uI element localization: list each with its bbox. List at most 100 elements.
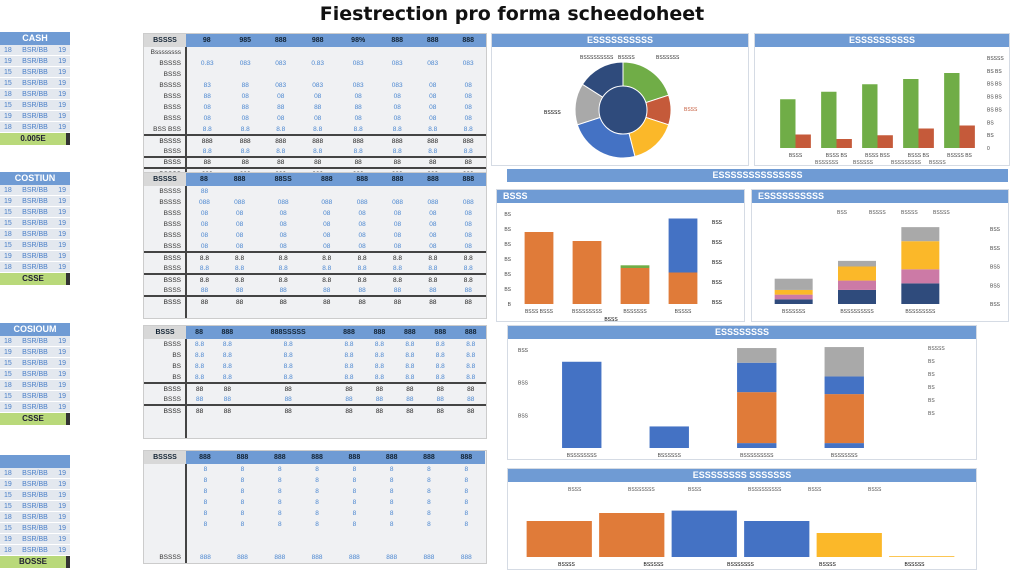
table-cell[interactable]: 88 (333, 382, 365, 394)
table-cell[interactable]: 08 (393, 221, 402, 228)
table-cell[interactable]: 083 (352, 60, 364, 67)
table-cell[interactable] (298, 530, 335, 541)
table-cell[interactable]: BSSS (144, 295, 187, 307)
table-cell[interactable] (344, 186, 379, 197)
table-cell[interactable]: 8.8 (466, 352, 476, 359)
table-cell[interactable]: 08 (429, 210, 437, 217)
table-cell[interactable]: 8 (315, 477, 319, 484)
table-cell[interactable]: 8 (389, 521, 394, 528)
table-cell[interactable] (410, 530, 447, 541)
table-cell[interactable]: 88 (242, 404, 334, 416)
table-cell[interactable]: 8.8 (466, 363, 476, 370)
table-cell[interactable]: 08 (358, 221, 366, 228)
table-cell[interactable]: 08 (279, 221, 287, 228)
table-cell[interactable]: 88 (379, 295, 416, 307)
table-cell[interactable] (415, 47, 451, 58)
table-cell[interactable]: 08 (464, 232, 472, 239)
table-cell[interactable]: 088 (321, 199, 333, 206)
table-cell[interactable]: 08 (393, 115, 401, 122)
table-cell[interactable]: 88 (284, 395, 292, 403)
table-cell[interactable]: 8.8 (463, 125, 473, 133)
table-cell[interactable]: 8 (389, 488, 394, 495)
table-cell[interactable]: 8 (277, 466, 282, 473)
table-cell[interactable]: 88 (455, 382, 486, 394)
table-cell[interactable]: 08 (314, 115, 322, 122)
table-cell[interactable]: 08 (354, 115, 362, 122)
table-cell[interactable]: 08 (393, 210, 402, 217)
table-cell[interactable]: 08 (277, 93, 285, 100)
table-cell[interactable] (261, 530, 298, 541)
table-cell[interactable]: 08 (314, 93, 322, 100)
table-cell[interactable]: 88 (425, 382, 456, 394)
table-cell[interactable] (380, 307, 415, 318)
table-cell[interactable]: 88 (223, 395, 231, 403)
table-cell[interactable]: 08 (277, 115, 285, 122)
table-cell[interactable]: 8.8 (344, 251, 380, 263)
table-cell[interactable]: 08 (429, 104, 437, 111)
table-cell[interactable]: 8 (352, 510, 357, 517)
table-cell[interactable]: 08 (393, 232, 402, 239)
table-cell[interactable]: 88 (212, 404, 243, 416)
table-cell[interactable]: 88 (467, 395, 475, 403)
table-cell[interactable]: 88 (425, 404, 456, 416)
table-cell[interactable]: 8.8 (322, 264, 332, 272)
table-cell[interactable] (455, 427, 486, 438)
table-cell[interactable]: 8 (203, 510, 208, 517)
table-cell[interactable]: 88 (262, 156, 299, 168)
table-cell[interactable] (336, 530, 373, 541)
table-cell[interactable]: 8.8 (428, 125, 438, 133)
table-cell[interactable]: 08 (323, 210, 331, 217)
table-cell[interactable] (298, 541, 335, 552)
table-cell[interactable] (224, 530, 261, 541)
table-cell[interactable] (451, 186, 486, 197)
table-cell[interactable]: 88 (393, 286, 402, 294)
table-cell[interactable] (144, 475, 187, 486)
table-cell[interactable]: 08 (323, 221, 331, 228)
table-cell[interactable]: 0.83 (200, 60, 214, 67)
table-cell[interactable]: BSSSS (144, 134, 187, 146)
table-cell[interactable]: 8.8 (405, 352, 415, 359)
table-cell[interactable]: 8.8 (466, 373, 476, 381)
table-cell[interactable]: 8.8 (463, 264, 473, 272)
table-cell[interactable]: 8 (427, 521, 431, 528)
table-cell[interactable]: 8.8 (435, 373, 445, 381)
table-cell[interactable]: 888 (311, 554, 323, 561)
table-cell[interactable]: 083 (427, 60, 439, 67)
table-cell[interactable]: 8 (389, 510, 394, 517)
table-cell[interactable]: 8.8 (353, 147, 363, 155)
table-cell[interactable]: 8.8 (195, 352, 205, 359)
table-cell[interactable]: 888 (227, 134, 263, 146)
table-cell[interactable]: 8 (277, 477, 282, 484)
table-cell[interactable]: 8 (315, 488, 319, 495)
table-cell[interactable]: 088 (356, 199, 368, 206)
table-cell[interactable] (224, 541, 261, 552)
table-cell[interactable]: 08 (464, 104, 472, 111)
table-cell[interactable]: BS (144, 350, 187, 361)
table-cell[interactable] (212, 416, 242, 427)
table-cell[interactable]: 08 (358, 210, 366, 217)
table-cell[interactable] (144, 427, 187, 438)
table-cell[interactable]: 88 (186, 382, 213, 394)
table-cell[interactable]: 8.8 (450, 251, 486, 263)
table-cell[interactable]: 888 (186, 134, 228, 146)
table-cell[interactable] (257, 307, 309, 318)
table-cell[interactable]: 8.8 (257, 251, 310, 263)
table-cell[interactable]: BSSSS (144, 197, 187, 208)
table-cell[interactable] (222, 307, 257, 318)
table-cell[interactable]: 8 (427, 488, 431, 495)
table-cell[interactable]: 08 (429, 115, 437, 122)
table-cell[interactable]: 083 (275, 82, 287, 89)
table-cell[interactable]: 8 (427, 510, 431, 517)
table-cell[interactable]: 8.8 (186, 251, 222, 263)
table-cell[interactable]: 88 (277, 104, 285, 111)
table-cell[interactable]: 8.8 (195, 373, 205, 381)
table-cell[interactable]: 8 (277, 521, 282, 528)
table-cell[interactable]: 0.83 (311, 60, 325, 67)
table-cell[interactable]: 8 (389, 499, 394, 506)
table-cell[interactable]: 8.8 (374, 363, 384, 370)
table-cell[interactable] (334, 416, 364, 427)
table-cell[interactable]: 8.8 (344, 341, 354, 348)
table-cell[interactable]: 88 (221, 295, 258, 307)
table-cell[interactable]: 8 (203, 521, 208, 528)
table-cell[interactable]: 88 (241, 104, 249, 111)
